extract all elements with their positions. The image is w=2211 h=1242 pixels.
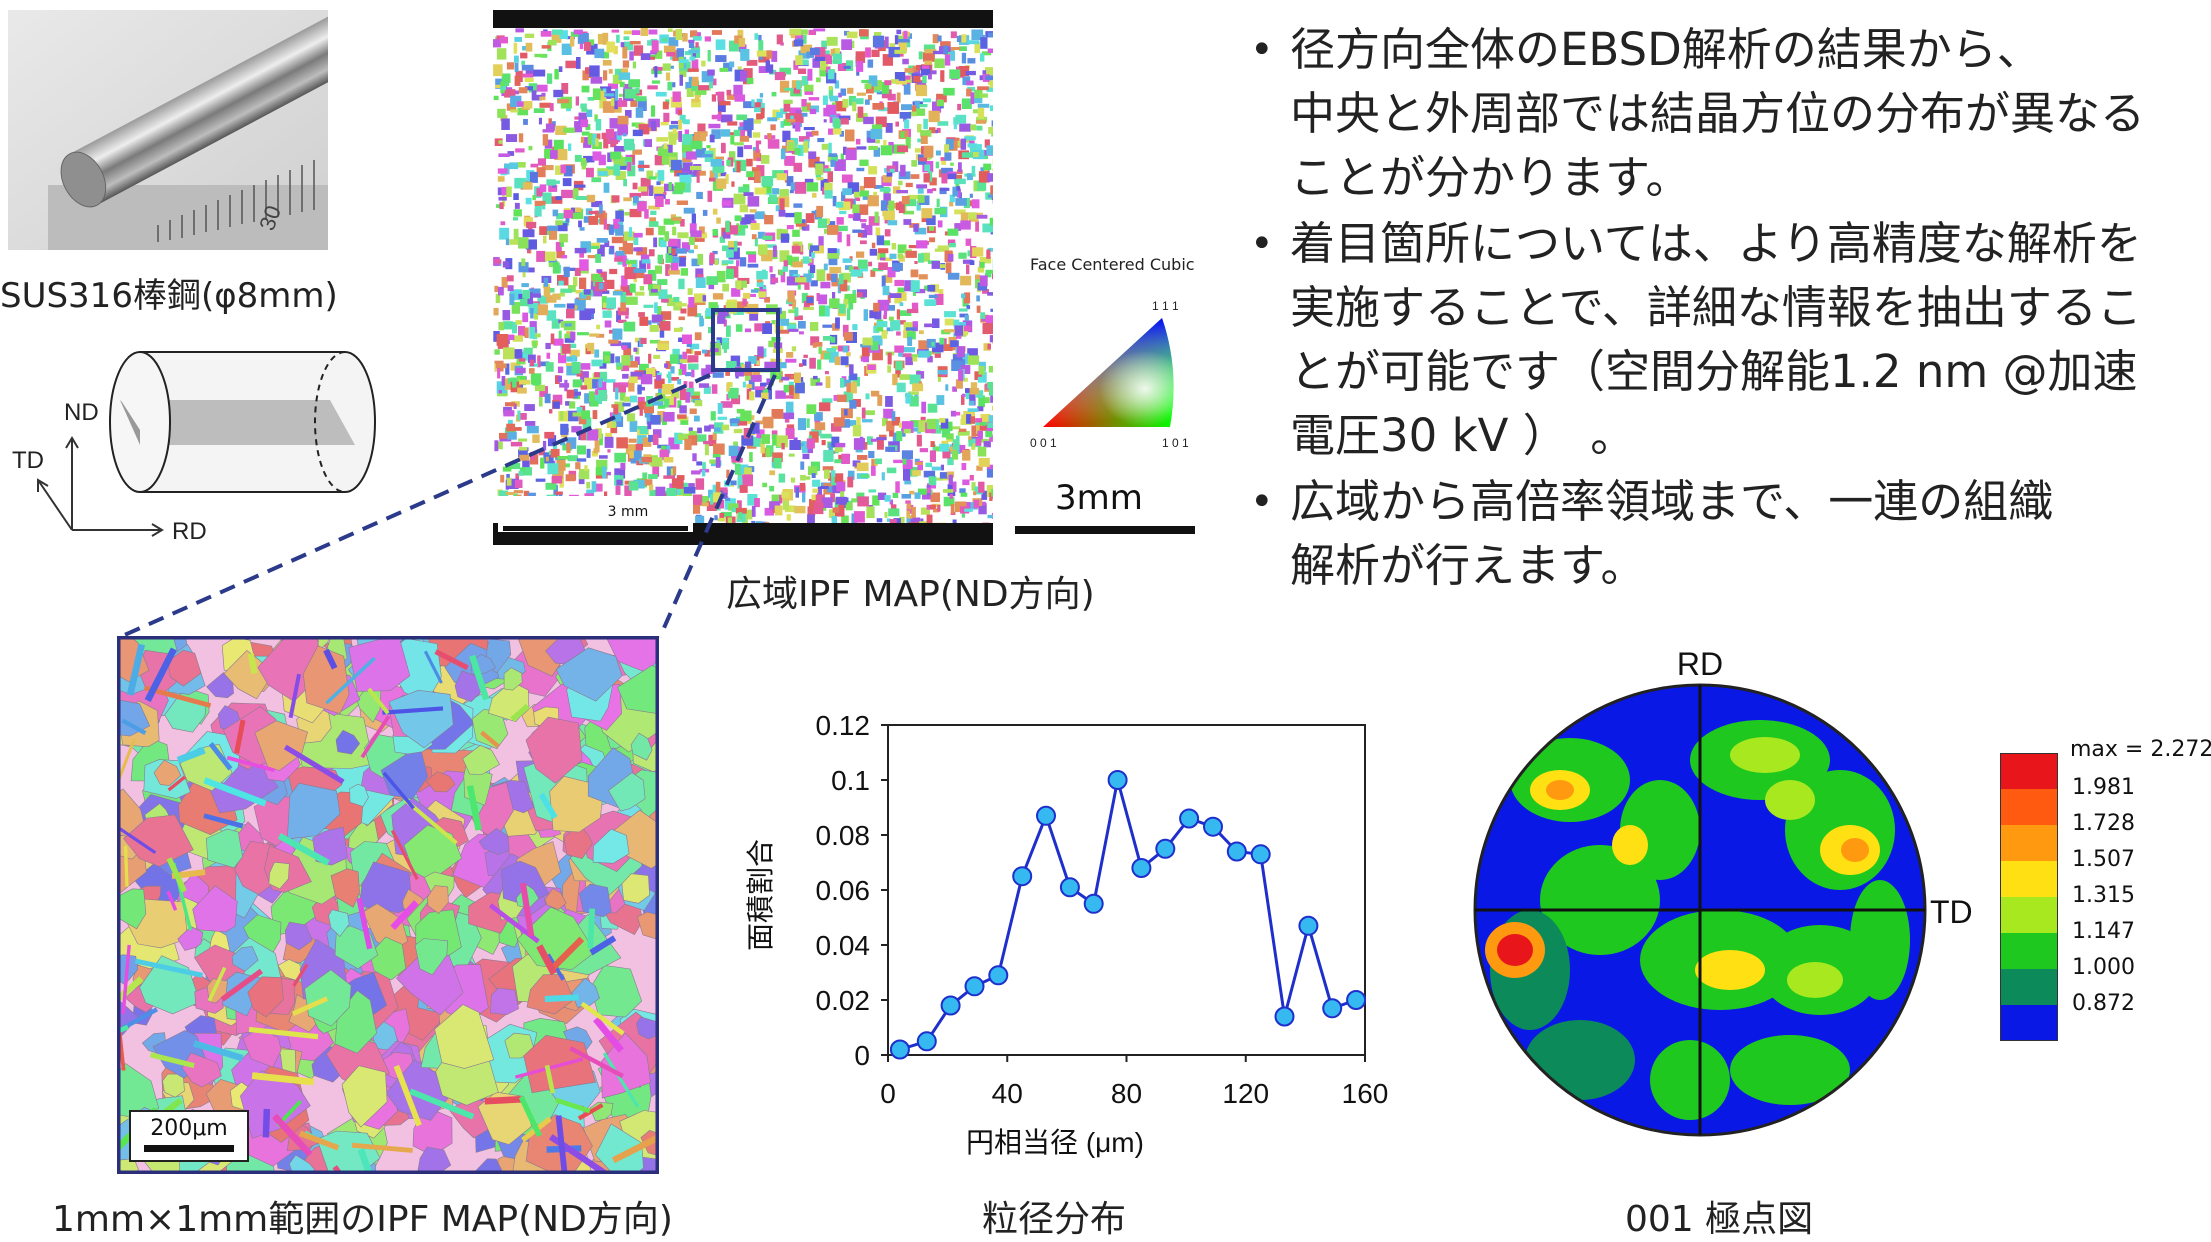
ipf-color-key: Face Centered Cubic 1 1 1 0 0 1 1 0 1 3m…	[1010, 250, 1210, 530]
axis-label-td: TD	[12, 447, 44, 474]
chart-point	[1061, 878, 1079, 896]
chart-point	[1109, 771, 1127, 789]
cylinder-diagram: ND TD RD	[0, 340, 400, 550]
chart-ytick-label: 0.04	[816, 930, 871, 961]
chart-caption: 粒径分布	[982, 1190, 1126, 1242]
bullet-line: 実施することで、詳細な情報を抽出するこ	[1290, 276, 2210, 340]
ipf-key-101: 1 0 1	[1162, 436, 1189, 450]
chart-ytick-label: 0.06	[816, 875, 871, 906]
pole-figure: RD TD	[1460, 640, 1980, 1140]
ipf-key-title: Face Centered Cubic	[1030, 255, 1195, 274]
chart-ytick-label: 0.12	[816, 710, 871, 741]
chart-ytick-label: 0.1	[831, 765, 870, 796]
bullet-item: 径方向全体のEBSD解析の結果から、中央と外周部では結晶方位の分布が異なることが…	[1250, 18, 2210, 210]
axis-label-nd: ND	[64, 399, 99, 426]
chart-xtick-label: 160	[1342, 1078, 1389, 1109]
axis-label-rd: RD	[172, 518, 207, 545]
chart-point	[1132, 859, 1150, 877]
chart-point	[1228, 843, 1246, 861]
bullet-line: 中央と外周部では結晶方位の分布が異なる	[1290, 82, 2210, 146]
chart-point	[918, 1032, 936, 1050]
bullet-line: 径方向全体のEBSD解析の結果から、	[1290, 18, 2210, 82]
bullet-line: 着目箇所については、より高精度な解析を	[1290, 212, 2210, 276]
chart-point	[1299, 917, 1317, 935]
chart-point	[1204, 818, 1222, 836]
pole-legend-label: 1.728	[2072, 811, 2135, 836]
pole-legend-label: 1.147	[2072, 919, 2135, 944]
chart-point	[989, 966, 1007, 984]
chart-point	[1347, 991, 1365, 1009]
pole-legend-label: 1.315	[2072, 883, 2135, 908]
pole-legend: max = 2.272 1.981 1.728 1.507 1.315 1.147 1.0…	[2000, 735, 2210, 1065]
chart-point	[1085, 895, 1103, 913]
chart-ytick-label: 0	[854, 1040, 870, 1071]
rod-caption: SUS316棒鋼(φ8mm)	[0, 268, 338, 317]
zoom-map-scale-box: 200μm	[129, 1110, 249, 1162]
chart-point	[1180, 810, 1198, 828]
bullet-line: 広域から高倍率領域まで、一連の組織	[1290, 470, 2210, 534]
ipf-key-scale-label: 3mm	[1055, 478, 1143, 518]
bullet-line: ことが分かります。	[1290, 146, 2210, 210]
pole-legend-label: 1.981	[2072, 775, 2135, 800]
chart-point	[1276, 1008, 1294, 1026]
pole-label-td: TD	[1930, 894, 1973, 930]
rod-photo: 30	[8, 10, 328, 250]
chart-ytick-label: 0.08	[816, 820, 871, 851]
zoom-map-scale-label: 200μm	[131, 1116, 247, 1141]
bullet-line: 電圧30 kV ） 。	[1290, 404, 2210, 468]
zoom-ipf-map: 200μm	[117, 636, 659, 1174]
chart-point	[1323, 999, 1341, 1017]
ipf-key-001: 0 0 1	[1030, 436, 1057, 450]
bullet-line: 解析が行えます。	[1290, 534, 2210, 598]
bullet-list: 径方向全体のEBSD解析の結果から、中央と外周部では結晶方位の分布が異なることが…	[1250, 18, 2210, 600]
pole-legend-frame	[2000, 753, 2058, 1041]
chart-ylabel: 面積割合	[745, 839, 776, 951]
chart-xtick-label: 0	[880, 1078, 896, 1109]
chart-point	[1252, 845, 1270, 863]
grain-size-chart: 0 40 80 120 160 0 0.02 0.04 0.06 0.08 0.1 0.12 円相当径…	[740, 700, 1400, 1180]
bullet-line: とが可能です（空間分解能1.2 nm @加速	[1290, 340, 2210, 404]
pole-legend-max: max = 2.272	[2070, 737, 2211, 762]
chart-xtick-label: 120	[1222, 1078, 1269, 1109]
pole-legend-label: 1.000	[2072, 955, 2135, 980]
chart-point	[891, 1041, 909, 1059]
chart-point	[1013, 867, 1031, 885]
bullet-item: 着目箇所については、より高精度な解析を実施することで、詳細な情報を抽出することが…	[1250, 212, 2210, 468]
pole-legend-label: 1.507	[2072, 847, 2135, 872]
ipf-key-111: 1 1 1	[1152, 299, 1179, 313]
chart-point	[966, 977, 984, 995]
chart-point	[1037, 807, 1055, 825]
pole-figure-caption: 001 極点図	[1625, 1190, 1813, 1242]
wide-ipf-map: 3 mm	[493, 10, 993, 545]
chart-ytick-label: 0.02	[816, 985, 871, 1016]
ipf-key-scale-bar	[1015, 526, 1195, 534]
chart-xtick-label: 80	[1111, 1078, 1142, 1109]
zoom-map-caption: 1mm×1mm範囲のIPF MAP(ND方向)	[52, 1190, 673, 1242]
chart-xlabel: 円相当径 (μm)	[966, 1127, 1144, 1158]
chart-point	[1156, 840, 1174, 858]
wide-map-caption: 広域IPF MAP(ND方向)	[726, 565, 1095, 617]
pole-legend-label: 0.872	[2072, 991, 2135, 1016]
wide-map-scale-label: 3 mm	[578, 504, 678, 520]
chart-xtick-label: 40	[992, 1078, 1023, 1109]
chart-point	[942, 997, 960, 1015]
zoom-map-scale-bar	[144, 1145, 234, 1152]
pole-label-rd: RD	[1677, 646, 1723, 682]
